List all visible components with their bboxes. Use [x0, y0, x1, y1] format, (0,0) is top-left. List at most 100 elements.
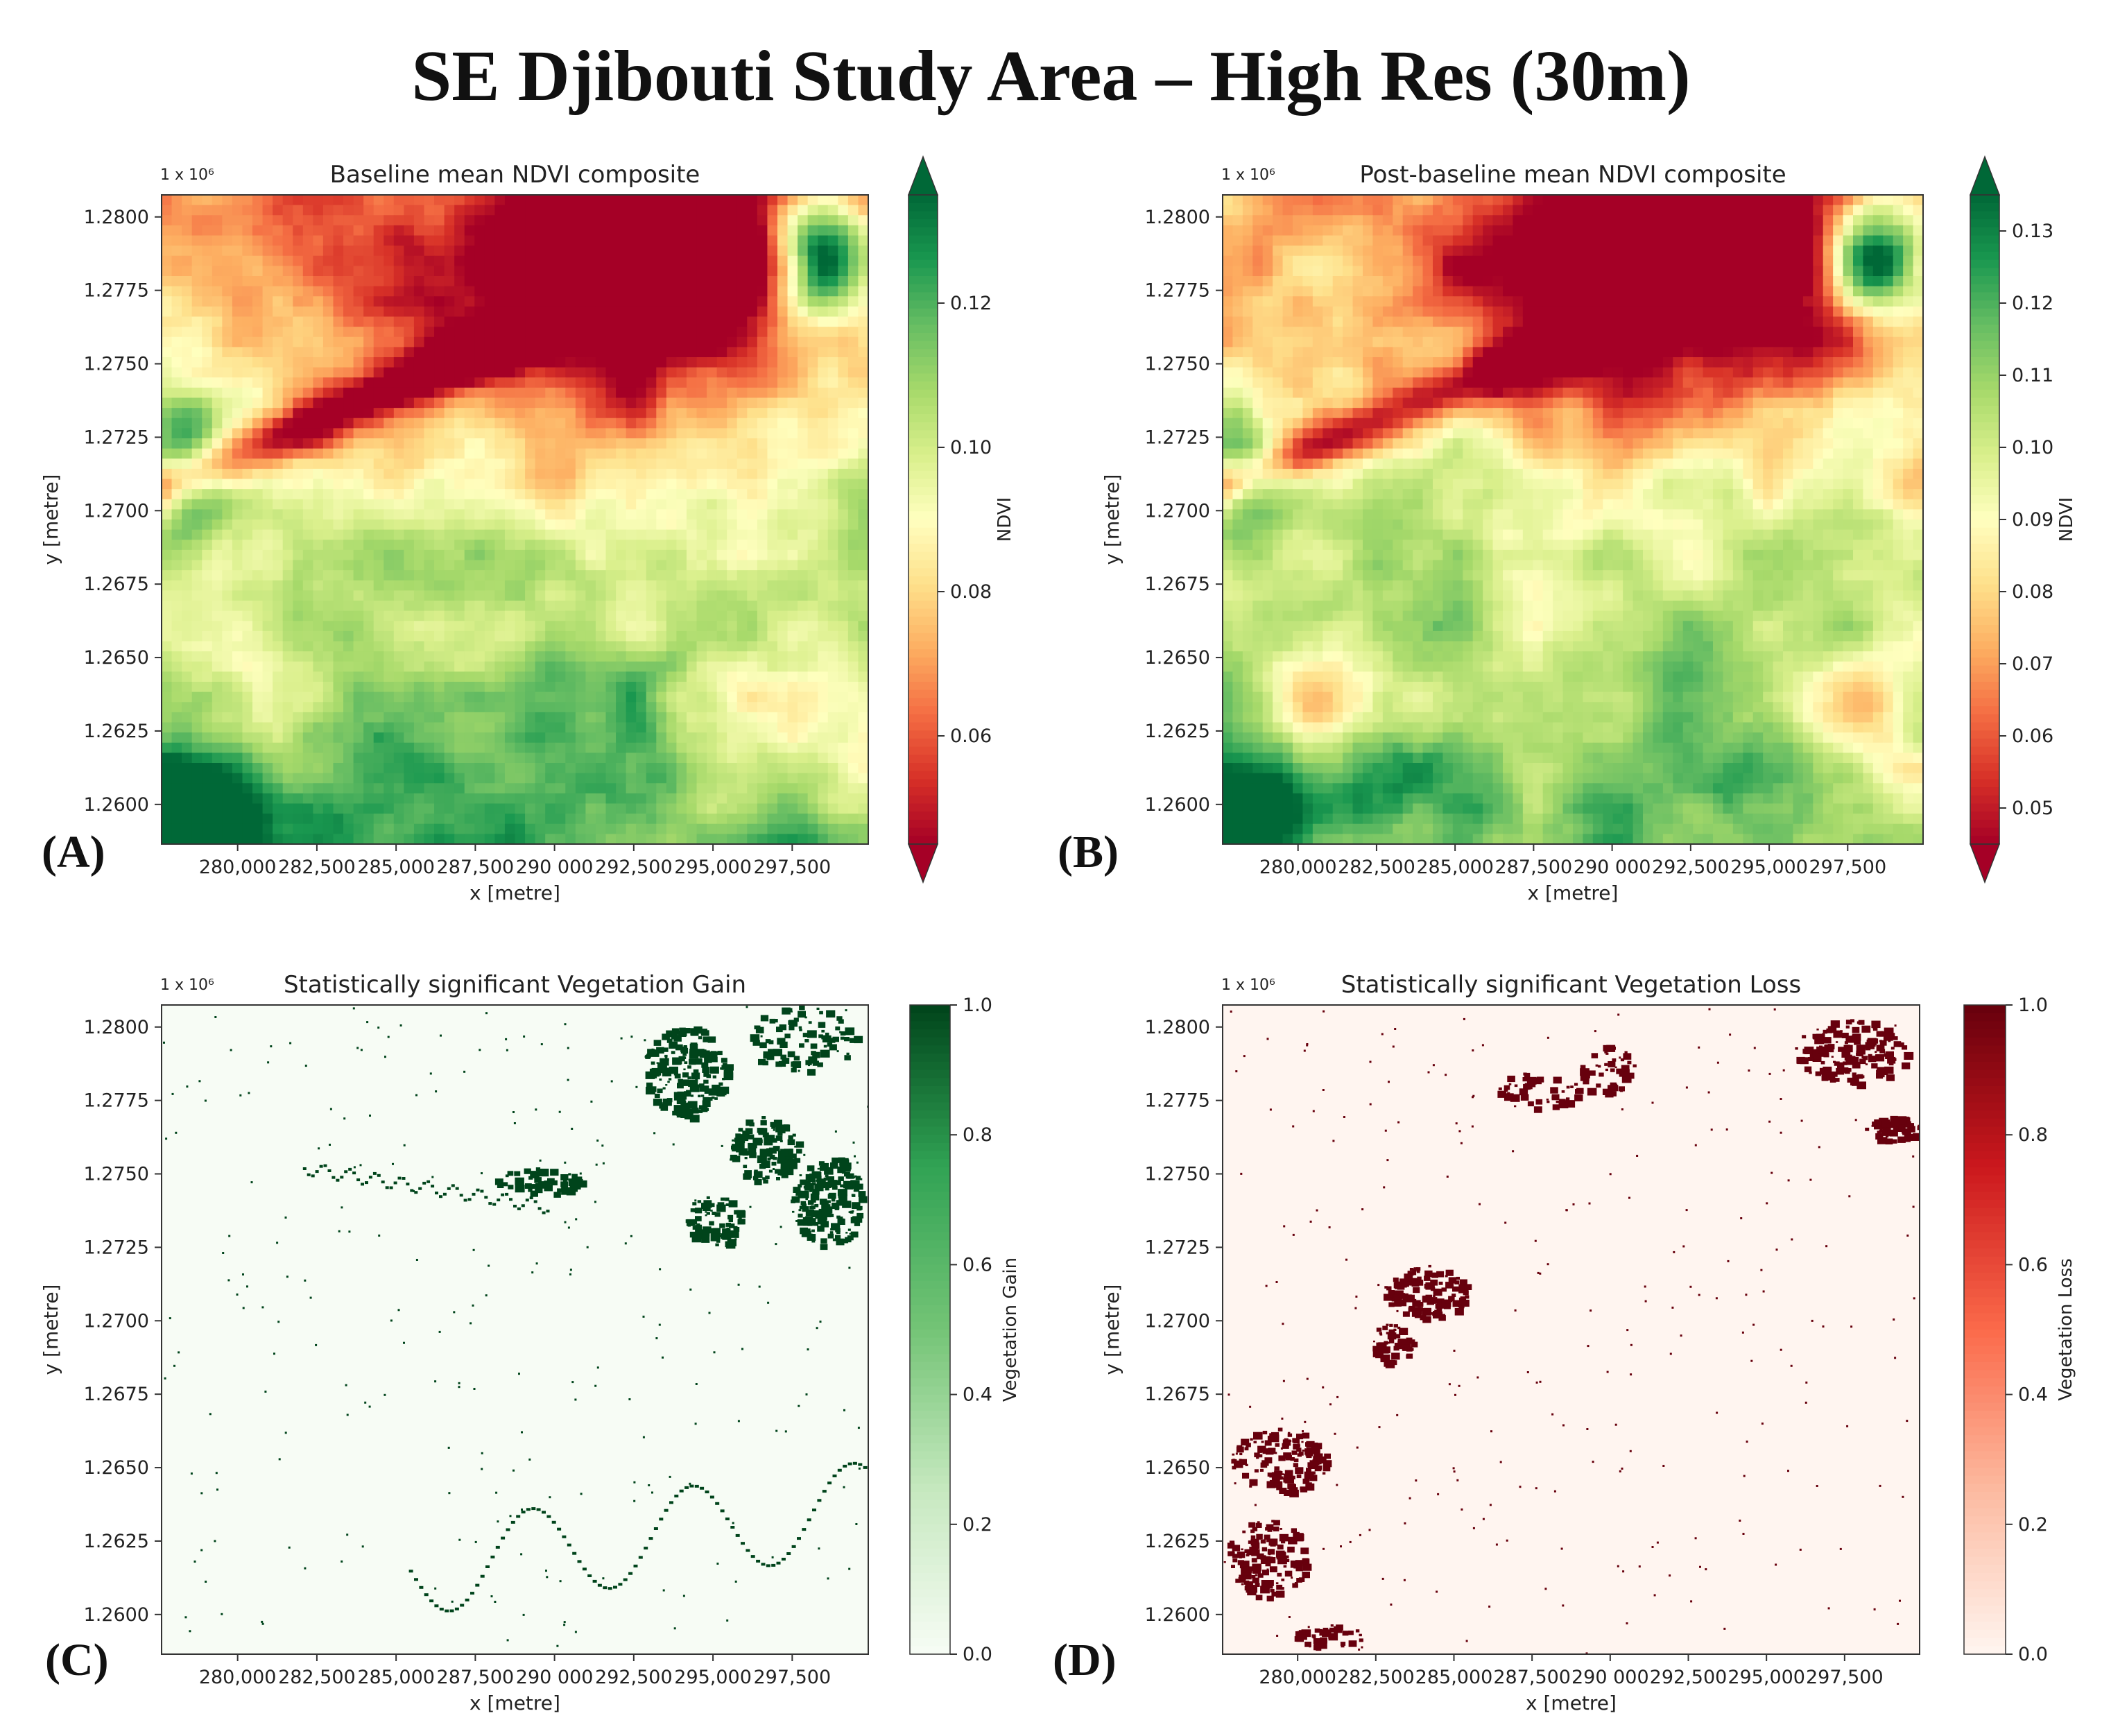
map-raster [162, 195, 868, 844]
y-tick-label: 1.2800 [1145, 207, 1210, 228]
y-tick-label: 1.2725 [1145, 427, 1210, 448]
x-tick-label: 297,500 [754, 857, 832, 878]
colorbar-tick-label: 1.0 [963, 995, 992, 1016]
y-tick-label: 1.2675 [1145, 574, 1210, 595]
colorbar-tick-label: 0.2 [2018, 1514, 2048, 1536]
x-tick-label: 282,500 [278, 1667, 356, 1688]
y-tick-label: 1.2600 [1145, 794, 1210, 816]
x-tick-label: 280,000 [199, 857, 277, 878]
y-tick-label: 1.2800 [1145, 1017, 1210, 1038]
x-tick-label: 282,500 [1338, 857, 1415, 878]
colorbar-tick-label: 1.0 [2018, 995, 2048, 1016]
colorbar-tick-label: 0.07 [2012, 653, 2053, 675]
y-tick-label: 1.2600 [84, 794, 149, 816]
y-tick-label: 1.2800 [84, 207, 149, 228]
y-tick-label: 1.2775 [84, 280, 149, 302]
colorbar: 0.0 0.2 0.4 0.6 0.8 1.0 Vegetation Gain [909, 995, 1021, 1665]
colorbar-tick-label: 0.09 [2012, 509, 2053, 531]
x-tick-label: 285,000 [1415, 1667, 1493, 1688]
x-tick-label: 285,000 [1416, 857, 1494, 878]
plot-frame [1222, 1004, 1920, 1655]
plot-frame [161, 194, 869, 845]
y-offset-label: 1 x 10⁶ [1221, 977, 1275, 994]
colorbar: 0.06 0.08 0.10 0.12 NDVI [907, 155, 1015, 884]
y-tick-label: 1.2775 [1145, 1090, 1210, 1112]
panel-title: Statistically significant Vegetation Gai… [284, 971, 746, 999]
x-tick-label: 295,000 [1730, 857, 1808, 878]
x-tick-label: 285,000 [357, 1667, 435, 1688]
x-tick-label: 290 000 [516, 857, 594, 878]
colorbar-extend-top [907, 155, 939, 196]
x-tick-label: 295,000 [674, 1667, 752, 1688]
panel-c: Statistically significant Vegetation Gai… [40, 971, 1021, 1714]
y-tick-label: 1.2750 [84, 354, 149, 375]
y-tick-label: 1.2650 [84, 1457, 149, 1479]
colorbar-tick-label: 0.10 [2012, 437, 2053, 458]
y-tick-label: 1.2625 [1145, 1531, 1210, 1552]
colorbar-tick-label: 0.06 [2012, 725, 2053, 747]
panel-title: Baseline mean NDVI composite [330, 161, 700, 189]
x-tick-label: 280,000 [199, 1667, 277, 1688]
panel-label: (A) [42, 827, 105, 877]
colorbar-tick-label: 0.08 [2012, 581, 2053, 603]
y-tick-label: 1.2675 [1145, 1384, 1210, 1405]
y-tick-label: 1.2725 [84, 1237, 149, 1258]
y-tick-label: 1.2650 [1145, 1457, 1210, 1479]
plot-frame [1222, 194, 1924, 845]
panel-label: (B) [1058, 827, 1119, 877]
colorbar-tick-label: 0.13 [2012, 221, 2053, 242]
y-tick-label: 1.2600 [1145, 1604, 1210, 1626]
y-tick-label: 1.2775 [1145, 280, 1210, 302]
colorbar-tick-label: 0.12 [950, 293, 992, 314]
y-tick-label: 1.2700 [84, 500, 149, 522]
x-axis-label: x [metre] [469, 882, 560, 904]
map-raster [162, 1005, 868, 1654]
map-raster [1223, 1005, 1920, 1654]
y-tick-label: 1.2700 [84, 1310, 149, 1332]
y-tick-label: 1.2700 [1145, 500, 1210, 522]
x-tick-label: 285,000 [357, 857, 435, 878]
colorbar-tick-label: 0.0 [2018, 1644, 2048, 1665]
colorbar-tick-label: 0.12 [2012, 293, 2053, 314]
x-tick-label: 295,000 [674, 857, 752, 878]
y-tick-label: 1.2625 [84, 1531, 149, 1552]
colorbar-tick-label: 0.4 [963, 1384, 992, 1406]
colorbar-tick-label: 0.0 [963, 1644, 992, 1665]
x-tick-label: 297,500 [754, 1667, 832, 1688]
x-tick-label: 292,500 [1652, 857, 1730, 878]
x-tick-label: 280,000 [1259, 857, 1337, 878]
x-axis-label: x [metre] [1526, 1692, 1617, 1714]
panel-title: Statistically significant Vegetation Los… [1341, 971, 1801, 999]
y-axis-label: y [metre] [1101, 1284, 1123, 1375]
panel-b: Post-baseline mean NDVI composite 1 x 10⁶… [1058, 155, 2077, 904]
colorbar-tick-label: 0.8 [963, 1124, 992, 1146]
x-tick-label: 287,500 [437, 1667, 515, 1688]
x-tick-label: 290 000 [516, 1667, 594, 1688]
colorbar-tick-label: 0.06 [950, 725, 992, 747]
colorbar-extend-bottom [907, 843, 939, 884]
panel-label: (D) [1053, 1635, 1117, 1685]
x-tick-label: 292,500 [595, 857, 673, 878]
y-tick-label: 1.2650 [1145, 647, 1210, 669]
y-tick-label: 1.2750 [1145, 354, 1210, 375]
x-tick-label: 287,500 [1495, 857, 1573, 878]
y-tick-label: 1.2750 [1145, 1164, 1210, 1185]
x-tick-label: 290 000 [1574, 857, 1651, 878]
y-tick-label: 1.2600 [84, 1604, 149, 1626]
y-tick-label: 1.2725 [1145, 1237, 1210, 1258]
colorbar-tick-label: 0.8 [2018, 1124, 2048, 1146]
panel-d: Statistically significant Vegetation Los… [1053, 971, 2076, 1714]
panel-label: (C) [45, 1635, 109, 1685]
x-axis-label: x [metre] [469, 1692, 560, 1714]
y-tick-label: 1.2775 [84, 1090, 149, 1112]
colorbar-label: Vegetation Loss [2056, 1258, 2076, 1401]
map-raster [1223, 195, 1923, 844]
y-tick-label: 1.2675 [84, 1384, 149, 1405]
x-tick-label: 287,500 [437, 857, 515, 878]
y-axis-label: y [metre] [40, 1284, 62, 1375]
x-tick-label: 280,000 [1259, 1667, 1336, 1688]
x-tick-label: 292,500 [595, 1667, 673, 1688]
y-tick-label: 1.2750 [84, 1164, 149, 1185]
colorbar-tick-label: 0.08 [950, 581, 992, 603]
